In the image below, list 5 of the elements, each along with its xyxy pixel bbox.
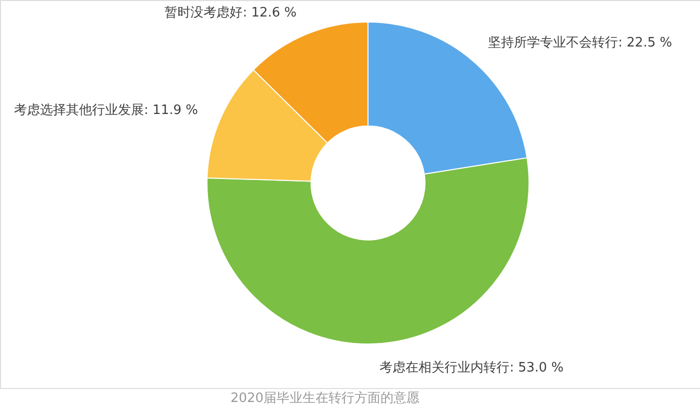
slice-label: 坚持所学专业不会转行: 22.5 % [488, 35, 672, 50]
text: 2020届毕业生在转行方面的意愿 [230, 390, 420, 406]
slice-label: 考虑选择其他行业发展: 11.9 % [14, 103, 198, 118]
slice-label: 暂时没考虑好: 12.6 % [164, 5, 297, 20]
slice-label: 考虑在相关行业内转行: 53.0 % [380, 360, 564, 376]
